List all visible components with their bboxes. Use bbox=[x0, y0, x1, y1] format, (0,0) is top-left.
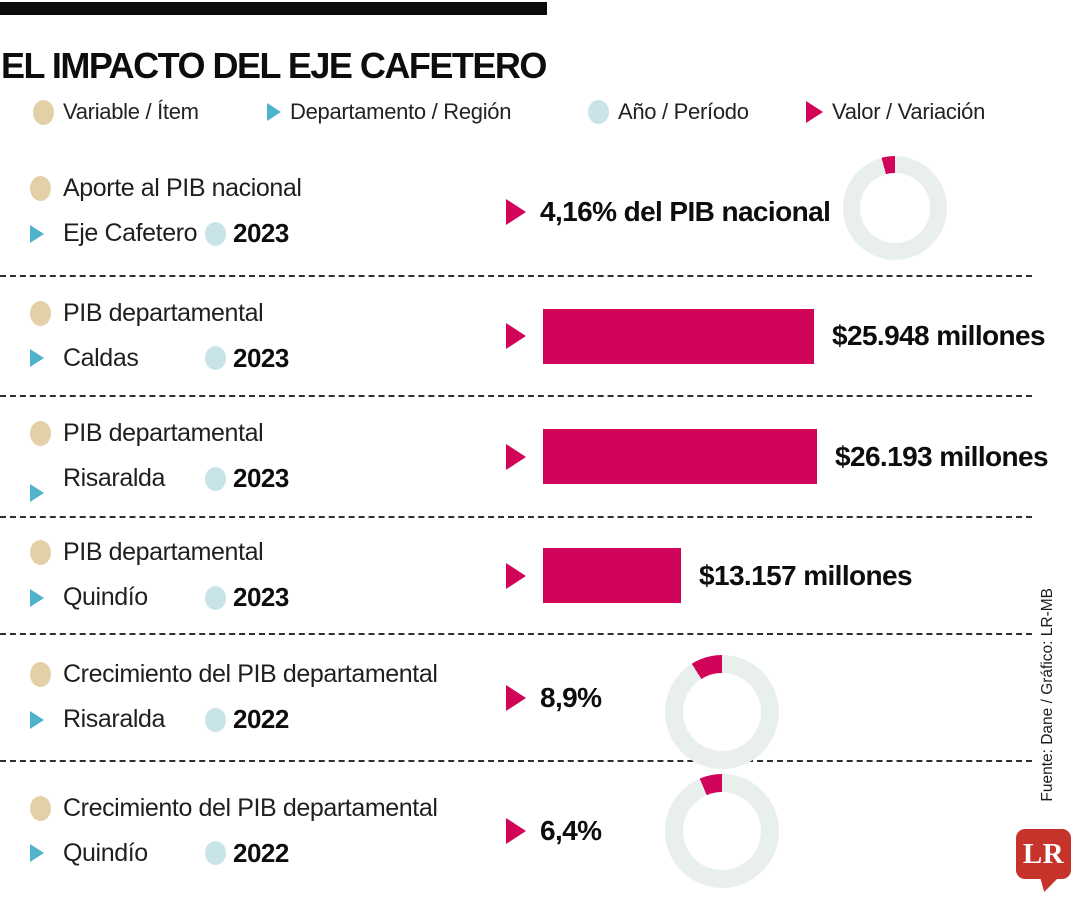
value-triangle-icon bbox=[506, 562, 526, 589]
row-region-label: Risaralda bbox=[63, 705, 166, 733]
legend-item-region: Departamento / Región bbox=[267, 99, 511, 125]
data-row: Crecimiento del PIB departamental Quindío… bbox=[0, 762, 1032, 900]
region-triangle-icon bbox=[30, 349, 44, 367]
region-triangle-icon bbox=[30, 224, 44, 243]
bar-group: $13.157 millones bbox=[543, 518, 913, 633]
row-region-label: Caldas bbox=[63, 343, 139, 372]
row-year-label: 2023 bbox=[233, 342, 289, 373]
donut-chart bbox=[665, 774, 779, 888]
legend-item-value: Valor / Variación bbox=[806, 99, 985, 125]
row-region-label: Quindío bbox=[63, 583, 148, 611]
row-variable-label: Crecimiento del PIB departamental bbox=[63, 660, 438, 688]
lr-logo-box: LR bbox=[1016, 829, 1071, 879]
year-dot-icon bbox=[205, 585, 226, 610]
year-dot-icon bbox=[205, 466, 226, 491]
donut-chart bbox=[665, 654, 779, 769]
value-label: $25.948 millones bbox=[832, 320, 1046, 351]
legend-label: Departamento / Región bbox=[290, 99, 512, 124]
row-labels: PIB departamental Risaralda 2023 bbox=[30, 397, 289, 516]
row-labels: Crecimiento del PIB departamental Quindío… bbox=[30, 762, 438, 900]
row-year-label: 2022 bbox=[233, 837, 289, 868]
variable-dot-icon bbox=[30, 176, 51, 201]
value-triangle-icon bbox=[506, 323, 526, 349]
region-triangle-icon bbox=[267, 103, 281, 121]
value-triangle-icon bbox=[506, 443, 526, 470]
header-accent-bar bbox=[0, 2, 547, 15]
year-dot-icon bbox=[205, 221, 226, 246]
data-row: PIB departamental Risaralda 2023 $26.193 mi… bbox=[0, 397, 1049, 518]
bar-group: $25.948 millones bbox=[543, 277, 1046, 395]
data-row: PIB departamental Quindío 2023 $13.157 mill… bbox=[0, 518, 1032, 635]
value-label: 8,9% bbox=[540, 681, 602, 713]
value-triangle-icon bbox=[806, 101, 823, 123]
lr-logo: LR bbox=[1016, 829, 1072, 895]
legend-label: Variable / Ítem bbox=[63, 99, 199, 124]
row-year-label: 2022 bbox=[233, 704, 289, 734]
bar-group: $26.193 millones bbox=[543, 397, 1049, 516]
source-text: Fuente: Dane / Gráfico: LR-MB bbox=[1039, 588, 1056, 802]
row-labels: PIB departamental Quindío 2023 bbox=[30, 518, 289, 633]
value-triangle-icon bbox=[506, 818, 526, 844]
bar bbox=[543, 548, 681, 603]
legend-label: Valor / Variación bbox=[832, 99, 986, 124]
donut-chart bbox=[843, 155, 947, 260]
value-triangle-icon bbox=[506, 198, 526, 225]
bar bbox=[543, 308, 814, 364]
bar bbox=[543, 429, 817, 484]
row-year-label: 2023 bbox=[233, 463, 289, 493]
donut-hole bbox=[683, 672, 761, 751]
region-triangle-icon bbox=[30, 588, 44, 607]
lr-logo-tail-icon bbox=[1040, 877, 1059, 892]
variable-dot-icon bbox=[30, 421, 51, 446]
legend-item-variable: Variable / Ítem bbox=[33, 99, 199, 125]
row-variable-label: Aporte al PIB nacional bbox=[63, 174, 302, 202]
row-region-label: Risaralda bbox=[63, 464, 166, 492]
region-triangle-icon bbox=[30, 710, 44, 729]
variable-dot-icon bbox=[30, 662, 51, 687]
region-triangle-icon bbox=[30, 844, 44, 862]
value-label: 6,4% bbox=[540, 815, 602, 846]
row-region-label: Eje Cafetero bbox=[63, 219, 198, 247]
row-variable-label: PIB departamental bbox=[63, 419, 264, 447]
value-label: $26.193 millones bbox=[835, 440, 1049, 472]
data-row: Aporte al PIB nacional Eje Cafetero 2023 4,… bbox=[0, 148, 1032, 277]
data-row: PIB departamental Caldas 2023 $25.948 millo… bbox=[0, 277, 1046, 397]
value-triangle-icon bbox=[506, 684, 526, 711]
value-label: 4,16% del PIB nacional bbox=[540, 195, 831, 227]
page-title: EL IMPACTO DEL EJE CAFETERO bbox=[1, 45, 547, 87]
row-year-label: 2023 bbox=[233, 218, 289, 248]
row-labels: PIB departamental Caldas 2023 bbox=[30, 277, 289, 395]
data-row: Crecimiento del PIB departamental Risaral… bbox=[0, 635, 1032, 769]
row-region-label: Quindío bbox=[63, 838, 148, 867]
year-dot-icon bbox=[588, 100, 609, 124]
variable-dot-icon bbox=[30, 300, 51, 326]
row-variable-label: PIB departamental bbox=[63, 538, 264, 566]
variable-dot-icon bbox=[30, 795, 51, 821]
variable-dot-icon bbox=[30, 540, 51, 565]
row-variable-label: Crecimiento del PIB departamental bbox=[63, 793, 438, 822]
variable-dot-icon bbox=[33, 99, 54, 125]
row-labels: Crecimiento del PIB departamental Risaral… bbox=[30, 635, 438, 760]
legend-item-year: Año / Período bbox=[588, 99, 749, 125]
legend-label: Año / Período bbox=[618, 99, 749, 124]
region-triangle-icon bbox=[30, 483, 44, 502]
value-label: $13.157 millones bbox=[699, 559, 913, 591]
row-year-label: 2023 bbox=[233, 582, 289, 612]
donut-hole bbox=[683, 792, 761, 870]
year-dot-icon bbox=[205, 707, 226, 732]
year-dot-icon bbox=[205, 346, 226, 370]
row-labels: Aporte al PIB nacional Eje Cafetero 2023 bbox=[30, 148, 302, 275]
source-credit: Fuente: Dane / Gráfico: LR-MB bbox=[1034, 576, 1062, 814]
data-rows: Aporte al PIB nacional Eje Cafetero 2023 4,… bbox=[0, 148, 1080, 900]
donut-hole bbox=[860, 172, 930, 243]
row-variable-label: PIB departamental bbox=[63, 298, 264, 327]
year-dot-icon bbox=[205, 841, 226, 865]
